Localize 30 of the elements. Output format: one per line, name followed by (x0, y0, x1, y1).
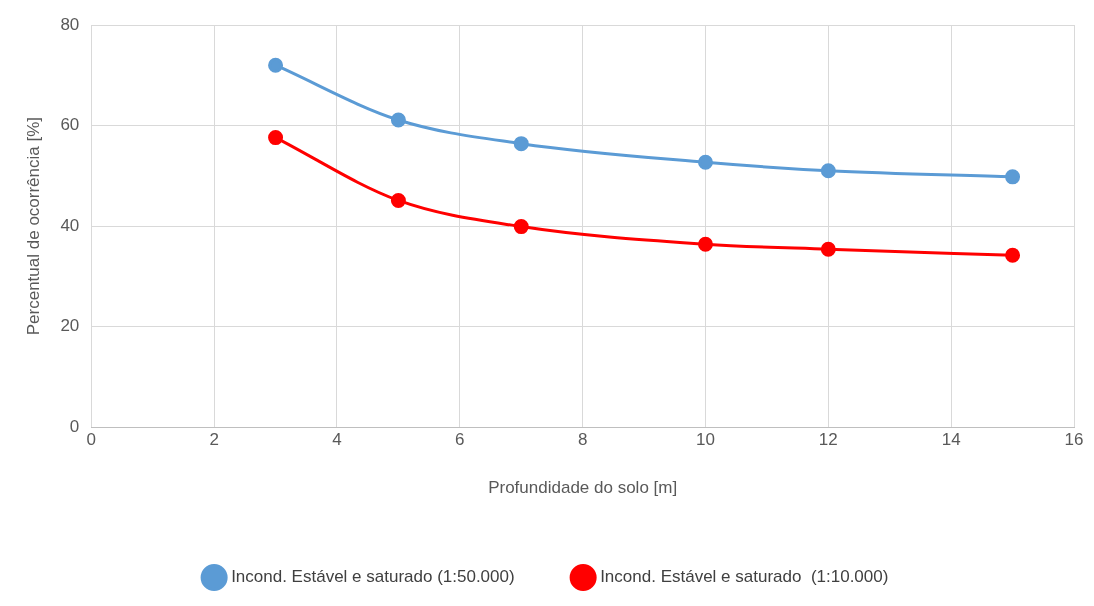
point (513, 136, 529, 152)
y-tick-label: 0 (69, 416, 80, 436)
y-tick-label: 40 (60, 215, 80, 235)
y-axis-title: Percentual de ocorrência [%] (23, 116, 43, 336)
y-tick-label: 80 (60, 14, 80, 34)
y-tick-label: 60 (60, 115, 80, 135)
point (820, 241, 836, 257)
y-tick-label: 20 (60, 316, 80, 336)
x-tick-label: 8 (577, 430, 588, 450)
point (268, 57, 284, 73)
x-tick-label: 2 (209, 430, 219, 450)
x-tick-label: 12 (818, 430, 838, 450)
x-axis-title: Profundidade do solo [m] (488, 478, 678, 498)
point (820, 163, 836, 179)
x-tick-label: 16 (1064, 430, 1084, 450)
point (513, 219, 529, 235)
point (1005, 247, 1021, 263)
point (697, 154, 713, 170)
x-tick-label: 6 (455, 430, 465, 450)
legend-label: Incond. Estável e saturado (1:50.000) (231, 567, 515, 587)
legend-label: Incond. Estável e saturado (1:10.000) (600, 567, 889, 587)
x-tick-label: 0 (86, 430, 97, 450)
point (390, 112, 406, 128)
x-tick-label: 14 (941, 430, 961, 450)
x-tick-label: 10 (696, 430, 715, 450)
point (390, 192, 406, 208)
point (697, 236, 713, 252)
point (1005, 169, 1021, 185)
point (268, 130, 284, 146)
x-tick-label: 4 (332, 430, 342, 450)
